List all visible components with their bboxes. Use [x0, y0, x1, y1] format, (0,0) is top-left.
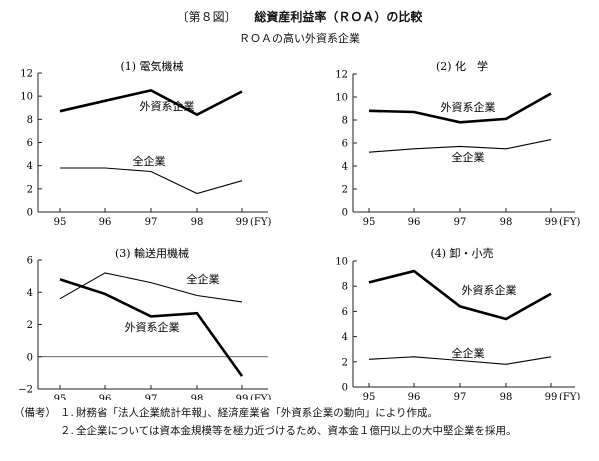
x-tick-label: 98 — [500, 392, 513, 400]
note-number: ２. — [60, 425, 74, 437]
series-line-foreign — [368, 269, 552, 321]
y-tick-label: 4 — [342, 162, 348, 173]
y-tick-label: 12 — [335, 70, 348, 81]
y-tick-label: 10 — [20, 92, 33, 103]
series-label: 全企業 — [452, 346, 485, 360]
series-label: 全企業 — [187, 272, 220, 286]
chart-title: (2) 化 学 — [436, 59, 488, 73]
y-tick-label: 6 — [27, 256, 33, 267]
series-label: 外資系企業 — [125, 320, 180, 334]
note-text: 全企業については資本金規模等を極力近づけるため、資本金１億円以上の大中堅企業を採… — [76, 425, 517, 437]
y-tick-label: 6 — [342, 139, 348, 150]
series-line-all — [368, 356, 552, 365]
x-tick-label: 96 — [408, 392, 421, 400]
y-tick-label: 2 — [342, 357, 348, 368]
y-tick-label: 0 — [27, 352, 33, 363]
series-label: 全企業 — [133, 154, 166, 168]
y-tick-label: 2 — [27, 184, 33, 195]
y-tick-label: 4 — [27, 161, 33, 172]
x-tick-label: 97 — [454, 217, 467, 228]
note-text: 財務省「法人企業統計年報」、経済産業省「外資系企業の動向」により作成。 — [76, 407, 439, 419]
y-tick-label: 2 — [27, 320, 33, 331]
x-tick-label: 99 — [545, 392, 558, 400]
x-tick-label: 99 — [236, 217, 249, 228]
x-tick-label: 98 — [191, 394, 204, 400]
series-line-all — [59, 272, 243, 303]
x-tick-label: 95 — [363, 392, 376, 400]
y-tick-label: 8 — [27, 115, 33, 126]
x-axis-unit: (FY) — [559, 392, 580, 400]
x-tick-label: 99 — [545, 217, 558, 228]
x-tick-label: 96 — [99, 394, 112, 400]
x-tick-label: 97 — [145, 217, 158, 228]
x-axis-unit: (FY) — [559, 217, 580, 228]
x-tick-label: 96 — [408, 217, 421, 228]
y-tick-label: 0 — [342, 208, 348, 219]
figure-title: 総資産利益率（ＲＯＡ）の比較 — [254, 10, 423, 24]
x-tick-label: 97 — [145, 394, 158, 400]
y-tick-label: 10 — [335, 257, 348, 268]
notes-label: （備考） — [14, 407, 56, 419]
y-tick-label: 2 — [342, 185, 348, 196]
note-row-1: （備考） １. 財務省「法人企業統計年報」、経済産業省「外資系企業の動向」により作成… — [14, 404, 516, 422]
y-tick-label: 12 — [20, 69, 33, 80]
x-tick-label: 98 — [500, 217, 513, 228]
y-tick-label: 0 — [27, 208, 33, 219]
y-tick-label: 4 — [27, 288, 33, 299]
note-row-2: ２. 全企業については資本金規模等を極力近づけるため、資本金１億円以上の大中堅企業… — [14, 422, 516, 440]
y-tick-label: 4 — [342, 332, 348, 343]
y-tick-label: 0 — [342, 383, 348, 394]
y-tick-label: 6 — [27, 138, 33, 149]
series-line-foreign — [59, 278, 244, 377]
series-label: 外資系企業 — [140, 99, 195, 113]
x-tick-label: 96 — [99, 217, 112, 228]
series-label: 外資系企業 — [462, 283, 517, 297]
note-number: １. — [60, 407, 74, 419]
x-axis-unit: (FY) — [250, 217, 271, 228]
series-label: 外資系企業 — [441, 100, 496, 114]
y-tick-label: 8 — [342, 282, 348, 293]
figure-number: 〔第８図〕 — [176, 10, 237, 24]
chart-title: (1) 電気機械 — [120, 59, 183, 73]
figure-subtitle: ＲＯＡの高い外資系企業 — [239, 32, 360, 45]
x-tick-label: 97 — [454, 392, 467, 400]
x-tick-label: 95 — [54, 217, 67, 228]
x-axis-unit: (FY) — [250, 394, 271, 400]
series-line-all — [60, 167, 243, 195]
y-tick-label: 8 — [342, 116, 348, 127]
y-tick-label: 6 — [342, 307, 348, 318]
y-tick-label: −2 — [18, 385, 33, 396]
notes: （備考） １. 財務省「法人企業統計年報」、経済産業省「外資系企業の動向」により作成… — [14, 404, 516, 440]
x-tick-label: 99 — [236, 394, 249, 400]
series-label: 全企業 — [452, 150, 485, 164]
x-tick-label: 95 — [363, 217, 376, 228]
chart-panel-3: (3) 輸送用機械 −2 0 2 4 6 95 96 97 98 99 (FY) 外資系企業 全企業 — [18, 246, 271, 400]
y-tick-label: 10 — [335, 93, 348, 104]
series-line-foreign — [368, 92, 552, 124]
series-line-all — [368, 139, 552, 153]
chart-title: (3) 輸送用機械 — [115, 246, 189, 260]
series-line-foreign — [59, 89, 243, 117]
chart-title: (4) 卸・小売 — [430, 246, 493, 260]
figure-header: 〔第８図〕 総資産利益率（ＲＯＡ）の比較 — [0, 8, 599, 25]
x-tick-label: 95 — [54, 394, 67, 400]
x-tick-label: 98 — [191, 217, 204, 228]
